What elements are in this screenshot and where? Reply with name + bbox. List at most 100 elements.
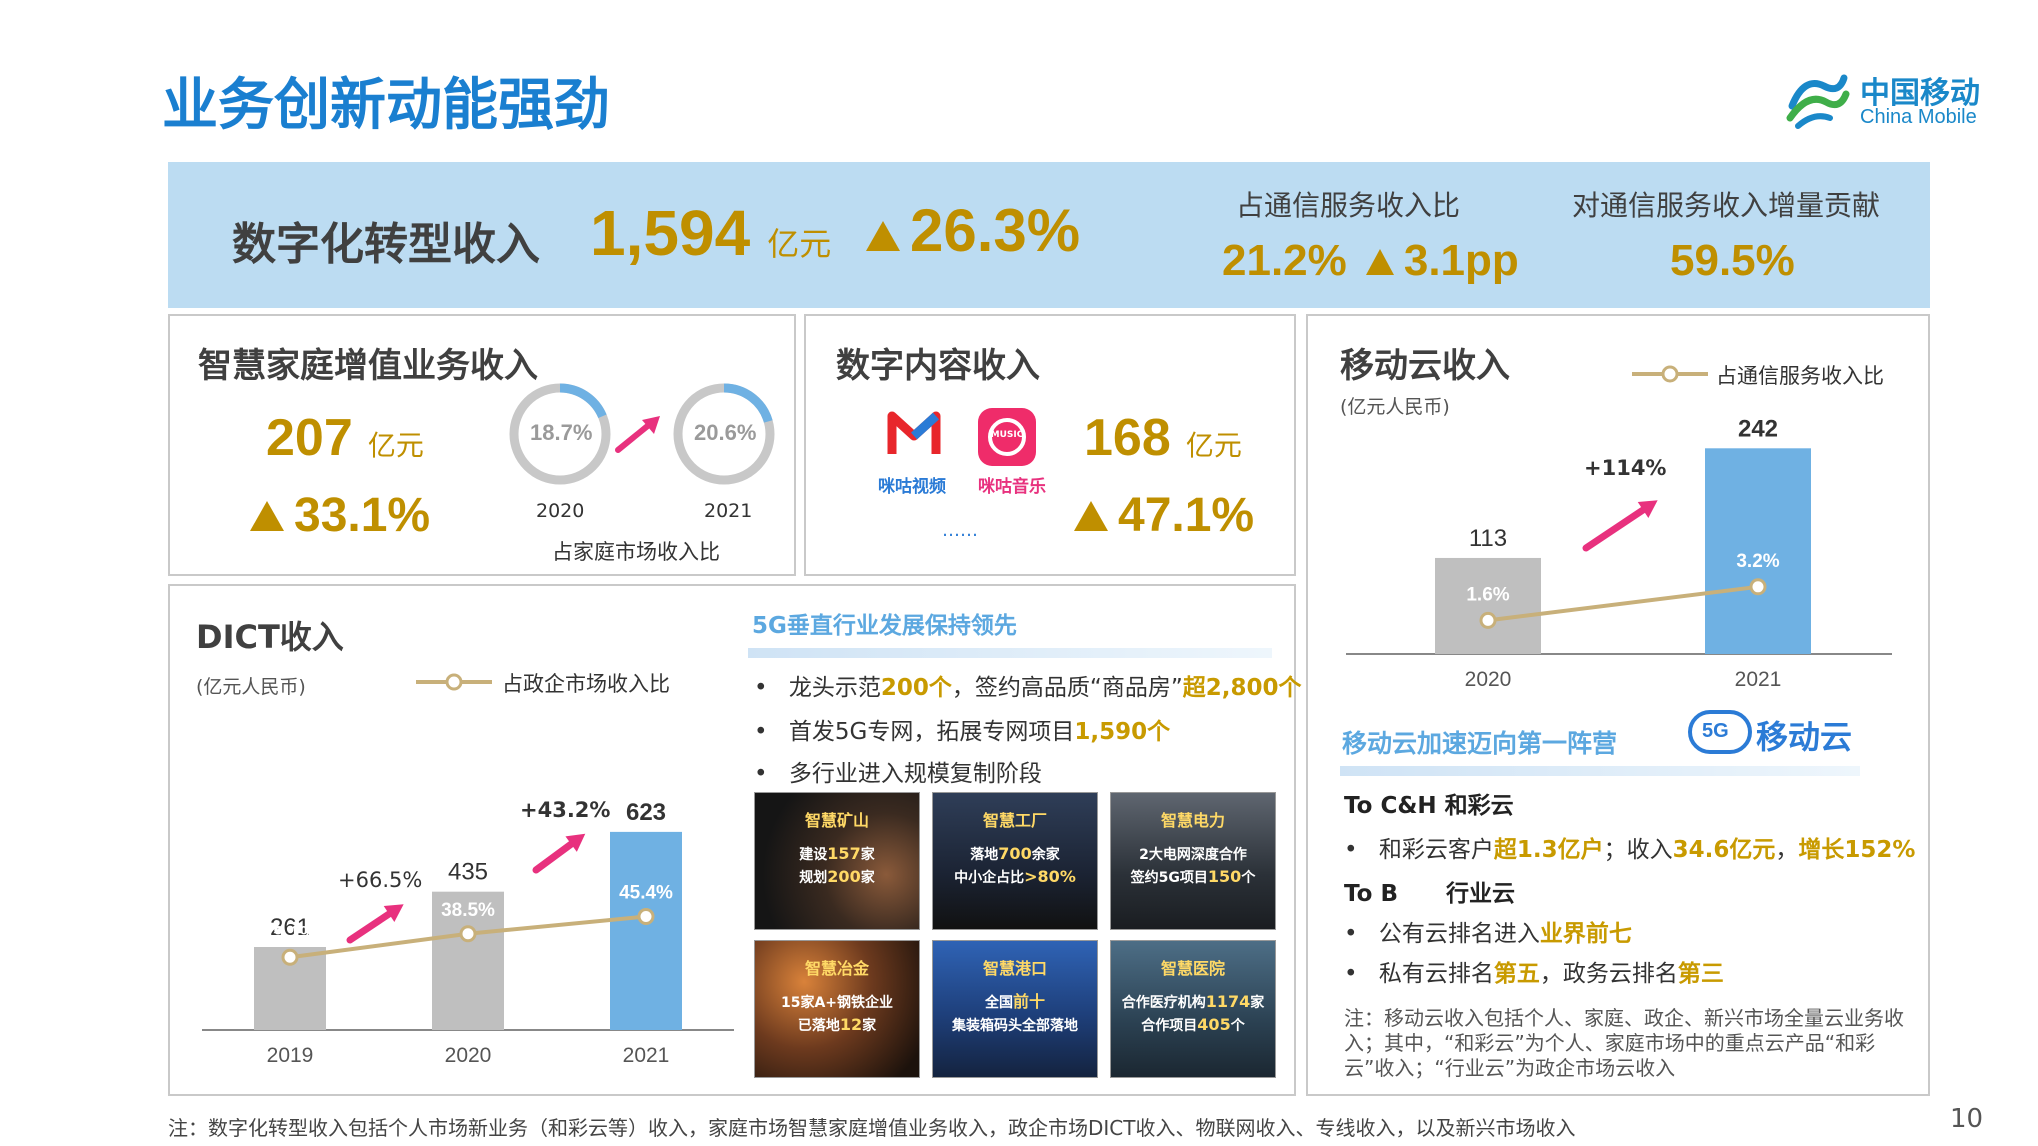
tile-text: 建设157家 规划200家	[799, 844, 875, 886]
music-badge: MUSIC	[990, 430, 1024, 440]
tile-title: 智慧电力	[1160, 811, 1225, 830]
tile-title: 智慧医院	[1160, 959, 1225, 978]
cloud-subtitle: 移动云加速迈向第一阵营	[1342, 729, 1618, 758]
fiveg-title: 5G垂直行业发展保持领先	[752, 613, 1017, 639]
logo-icon	[1786, 74, 1850, 129]
china-mobile-logo: 中国移动 China Mobile	[1784, 66, 1984, 136]
fiveg-tile: 智慧电力 2大电网深度合作 签约5G项目150个	[1110, 792, 1276, 930]
share-point	[1479, 611, 1497, 629]
dict-chart: 261 2019 435 2020 623 2021 29.1% 38.5% 45.4%	[202, 799, 734, 1067]
tile-title: 智慧工厂	[982, 811, 1047, 830]
fiveg-title-underline	[748, 648, 1272, 658]
share-label: 3.2%	[1736, 551, 1779, 572]
bar-value-label: 113	[1469, 525, 1507, 552]
donut-label-0: 18.7%	[530, 420, 593, 445]
tob-bullet-2: 私有云排名第五，政务云排名第三	[1344, 954, 1724, 988]
tile-text: 全国前十 集装箱码头全部落地	[952, 992, 1078, 1034]
x-tick-label: 2020	[1465, 668, 1512, 691]
bar-2020	[432, 891, 504, 1030]
donut-year-0: 2020	[536, 500, 585, 522]
share-label: 29.1%	[263, 923, 317, 944]
donut-fill	[559, 383, 607, 419]
contrib-value: 59.5%	[1670, 236, 1795, 285]
tile-title: 智慧港口	[982, 959, 1047, 978]
digital-content-growth-value: 47.1%	[1118, 489, 1255, 542]
fiveg-tile: 智慧冶金 15家A+钢铁企业 已落地12家	[754, 940, 920, 1078]
smart-home-title: 智慧家庭增值业务收入	[198, 346, 538, 386]
share-label: 45.4%	[619, 883, 673, 904]
share-point	[459, 925, 477, 943]
growth-arrow-head	[642, 416, 660, 434]
smart-home-growth-value: 33.1%	[294, 489, 431, 542]
share-values: 21.2% 3.1pp	[1222, 236, 1519, 286]
donut-fill	[723, 383, 773, 423]
tocah-title: To C&H 和彩云	[1344, 793, 1514, 819]
bar-2021	[1705, 448, 1811, 654]
logo-cn: 中国移动	[1860, 76, 1980, 111]
bar-value-label: 623	[626, 799, 666, 826]
page-number: 10	[1950, 1104, 1984, 1134]
growth-arrow-icon	[615, 421, 653, 453]
banner-unit: 亿元	[767, 225, 832, 263]
digital-content-title: 数字内容收入	[836, 346, 1040, 386]
smart-home-panel	[168, 314, 796, 576]
share-pp: 3.1pp	[1403, 236, 1519, 285]
tob-title: To B 行业云	[1344, 881, 1516, 907]
dict-title: DICT收入	[196, 618, 344, 656]
cloud-growth-label: +114%	[1584, 456, 1667, 480]
x-tick-label: 2019	[267, 1044, 314, 1067]
growth-arrow-head	[383, 904, 404, 922]
growth-arrow-icon	[1582, 504, 1650, 552]
cloud-subtitle-underline	[1340, 766, 1860, 776]
share-point	[281, 948, 299, 966]
dict-legend-marker	[416, 673, 492, 691]
up-triangle-icon	[1074, 501, 1108, 531]
donut-caption: 占家庭市场收入比	[552, 540, 720, 564]
dict-growth-label-1: +43.2%	[520, 798, 611, 822]
share-value: 21.2%	[1222, 236, 1347, 285]
banner-growth: 26.3%	[866, 196, 1080, 265]
contrib-label: 对通信服务收入增量贡献	[1572, 189, 1881, 222]
smart-home-unit: 亿元	[367, 429, 424, 462]
tile-text: 15家A+钢铁企业 已落地12家	[780, 995, 894, 1034]
fiveg-bullet-3: 多行业进入规模复制阶段	[754, 754, 1042, 788]
bar-value-label: 435	[448, 859, 488, 886]
migu-video-icon	[887, 411, 941, 454]
cloud-logo-5g: 5G	[1702, 720, 1729, 742]
digital-content-unit: 亿元	[1185, 429, 1242, 462]
share-point	[1749, 578, 1767, 596]
mobile-cloud-unit: (亿元人民币)	[1340, 396, 1450, 418]
bar-2021	[610, 831, 682, 1030]
bar-value-label: 242	[1738, 415, 1778, 442]
donut-label-1: 20.6%	[694, 420, 757, 445]
share-label: 38.5%	[441, 900, 495, 921]
tob-bullet-1: 公有云排名进入业界前七	[1344, 914, 1632, 948]
growth-arrow-head	[565, 833, 586, 852]
tocah-bullet: 和彩云客户超1.3亿户；收入34.6亿元，增长152%	[1344, 830, 1916, 864]
fiveg-tile: 智慧港口全国前十 集装箱码头全部落地	[932, 940, 1098, 1078]
banner-value: 1,594 亿元	[590, 196, 831, 270]
digital-content-panel	[804, 314, 1296, 576]
x-tick-label: 2021	[1735, 668, 1782, 691]
up-triangle-icon	[250, 501, 284, 531]
smart-home-amount: 207	[266, 409, 353, 467]
fiveg-tile: 智慧矿山 建设157家 规划200家	[754, 792, 920, 930]
share-line	[1487, 584, 1759, 623]
fiveg-bullet-1: 龙头示范200个，签约高品质“商品房”超2,800个	[754, 668, 1302, 702]
x-tick-label: 2021	[623, 1044, 670, 1067]
tile-text: 落地700余家 中小企占比>80%	[954, 844, 1076, 886]
up-triangle-icon	[1365, 249, 1394, 275]
fiveg-tile: 智慧工厂落地700余家 中小企占比>80%	[932, 792, 1098, 930]
banner-growth-value: 26.3%	[910, 197, 1081, 264]
cloud-legend-marker	[1632, 365, 1708, 383]
digital-content-growth: 47.1%	[1074, 488, 1254, 543]
growth-arrow-head	[1637, 500, 1658, 518]
dict-unit: (亿元人民币)	[196, 676, 306, 698]
fiveg-bullet-2: 首发5G专网，拓展专网项目1,590个	[754, 712, 1170, 746]
migu-video-label: 咪咕视频	[878, 477, 946, 497]
digital-content-amount: 168	[1084, 409, 1171, 467]
logo-en: China Mobile	[1860, 106, 1977, 128]
cloud-note: 注：移动云收入包括个人、家庭、政企、新兴市场全量云业务收入；其中，“和彩云”为个…	[1344, 1006, 1904, 1080]
cloud-logo-icon	[1688, 710, 1752, 754]
tile-title: 智慧冶金	[804, 959, 869, 978]
